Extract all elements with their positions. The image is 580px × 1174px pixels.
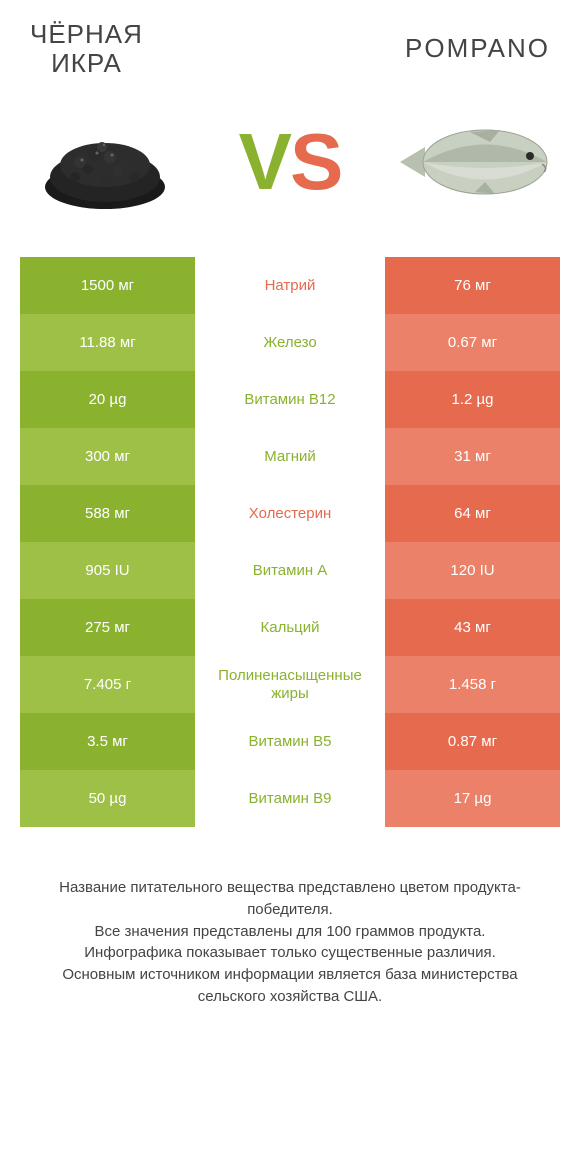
value-left: 1500 мг [20,257,195,314]
nutrient-label: Железо [195,314,385,371]
caviar-icon [30,107,180,217]
nutrient-label: Магний [195,428,385,485]
value-left: 7.405 г [20,656,195,713]
value-right: 120 IU [385,542,560,599]
product-image-left [20,97,190,227]
fish-icon [390,112,560,212]
product-image-right [390,97,560,227]
nutrient-label: Кальций [195,599,385,656]
nutrient-label: Полиненасыщенные жиры [195,656,385,713]
value-right: 43 мг [385,599,560,656]
product-title-right: POMPANO [405,33,550,64]
value-left: 588 мг [20,485,195,542]
value-left: 275 мг [20,599,195,656]
comparison-table: 1500 мгНатрий76 мг11.88 мгЖелезо0.67 мг2… [20,257,560,827]
table-row: 300 мгМагний31 мг [20,428,560,485]
nutrient-label: Холестерин [195,485,385,542]
value-left: 11.88 мг [20,314,195,371]
nutrient-label: Витамин B12 [195,371,385,428]
table-row: 7.405 гПолиненасыщенные жиры1.458 г [20,656,560,713]
nutrient-label: Витамин A [195,542,385,599]
value-right: 64 мг [385,485,560,542]
value-left: 3.5 мг [20,713,195,770]
nutrient-label: Витамин B9 [195,770,385,827]
vs-s: S [290,117,341,206]
table-row: 50 µgВитамин B917 µg [20,770,560,827]
footer-text: Название питательного вещества представл… [30,877,550,1008]
table-row: 20 µgВитамин B121.2 µg [20,371,560,428]
value-right: 31 мг [385,428,560,485]
value-left: 905 IU [20,542,195,599]
value-right: 1.2 µg [385,371,560,428]
value-right: 1.458 г [385,656,560,713]
value-left: 50 µg [20,770,195,827]
product-title-left: ЧЁРНАЯИКРА [30,20,143,77]
value-right: 0.67 мг [385,314,560,371]
nutrient-label: Витамин B5 [195,713,385,770]
vs-v: V [239,117,290,206]
value-right: 0.87 мг [385,713,560,770]
header: ЧЁРНАЯИКРА POMPANO [0,0,580,87]
value-right: 17 µg [385,770,560,827]
table-row: 588 мгХолестерин64 мг [20,485,560,542]
table-row: 905 IUВитамин A120 IU [20,542,560,599]
vs-label: VS [239,122,342,202]
value-left: 20 µg [20,371,195,428]
value-right: 76 мг [385,257,560,314]
table-row: 3.5 мгВитамин B50.87 мг [20,713,560,770]
table-row: 11.88 мгЖелезо0.67 мг [20,314,560,371]
table-row: 275 мгКальций43 мг [20,599,560,656]
vs-row: VS [0,87,580,257]
nutrient-label: Натрий [195,257,385,314]
value-left: 300 мг [20,428,195,485]
table-row: 1500 мгНатрий76 мг [20,257,560,314]
